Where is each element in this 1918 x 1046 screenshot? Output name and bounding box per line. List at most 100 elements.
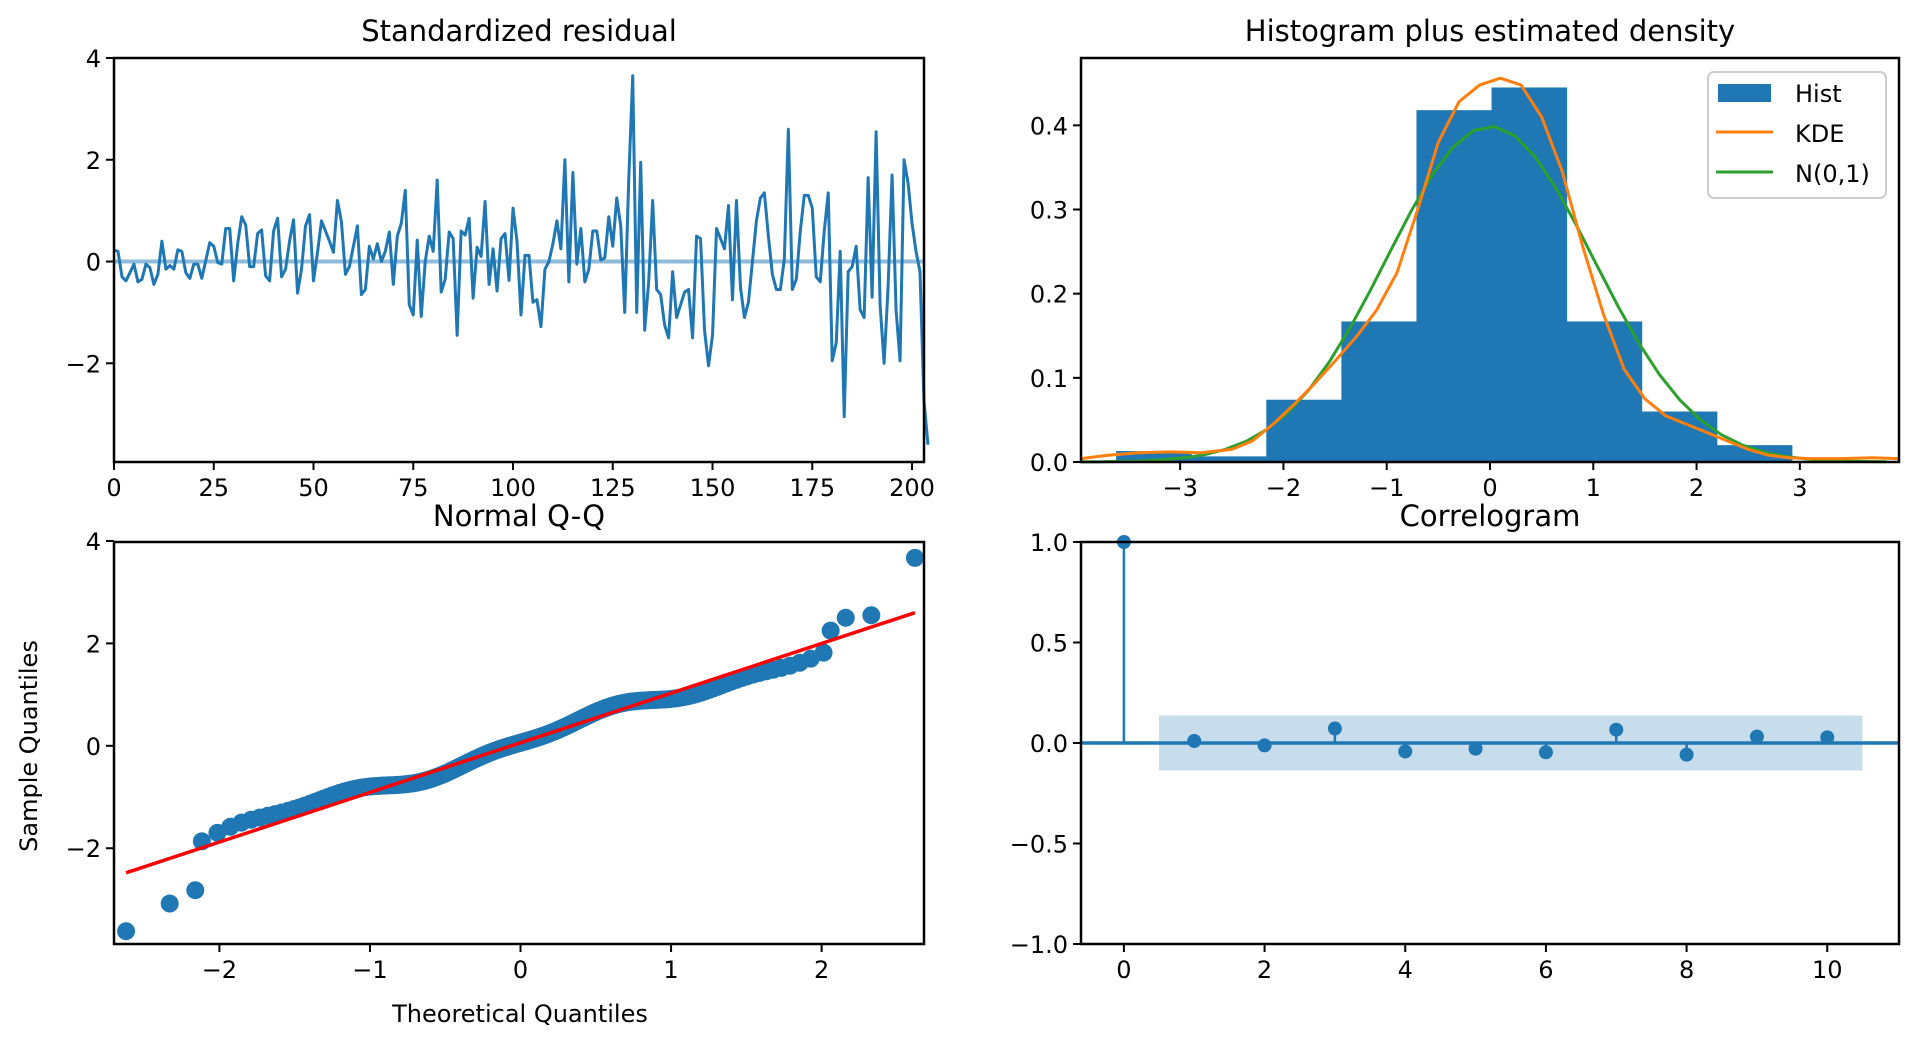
qq-y-ticks: −2 0 2 4 [66,528,114,863]
qq-point [117,922,136,941]
y-tick-label: 0.2 [1030,281,1068,309]
histogram-bar [1641,411,1718,462]
histogram-bar [1191,456,1267,462]
y-tick-label: 0.5 [1030,630,1068,658]
qq-point [160,894,179,913]
qq-panel: Normal Q-Q −2 −1 0 1 2 −2 0 2 4 Theoretical Qua… [15,499,926,1028]
acf-marker [1538,745,1553,760]
x-tick-label: −1 [1369,474,1404,502]
x-tick-label: 100 [490,474,536,502]
acf-marker [1820,730,1835,745]
residual-plot-area [113,74,930,445]
y-tick-label: 0.3 [1030,197,1068,225]
histogram-panel: Histogram plus estimated density −3 −2 −1 0… [1030,14,1901,502]
histogram-title: Histogram plus estimated density [1245,14,1735,48]
x-tick-label: 150 [690,474,736,502]
correlogram-panel: Correlogram 0 2 4 6 8 10 −1.0 −0.5 0.0 0.5 1.0 [1010,499,1901,984]
qq-axes-frame [112,540,926,946]
x-tick-label: 3 [1792,474,1807,502]
x-tick-label: 125 [590,474,636,502]
x-tick-label: 8 [1679,956,1694,984]
residual-x-ticks: 0 25 50 75 100 125 150 175 200 [106,462,935,502]
histogram-bar [1116,451,1192,462]
x-tick-label: 2 [1257,956,1272,984]
acf-marker [1327,721,1342,736]
correlogram-y-ticks: −1.0 −0.5 0.0 0.5 1.0 [1010,529,1081,959]
x-tick-label: 25 [198,474,229,502]
y-tick-label: 0.0 [1030,730,1068,758]
correlogram-axes-frame [1079,540,1901,946]
x-tick-label: 50 [298,474,329,502]
qq-point [862,606,881,625]
x-tick-label: 0 [1116,956,1131,984]
legend-normal-label: N(0,1) [1795,160,1870,188]
qq-reference-line [125,611,916,875]
legend-box [1707,71,1887,199]
residual-title: Standardized residual [361,14,677,48]
y-tick-label: 4 [86,45,101,73]
x-tick-label: 10 [1812,956,1843,984]
y-tick-label: 0.0 [1030,449,1068,477]
x-tick-label: 6 [1538,956,1553,984]
y-tick-label: 2 [86,630,101,658]
qq-title: Normal Q-Q [433,499,605,533]
correlogram-plot-area [1081,535,1899,771]
qq-x-ticks: −2 −1 0 1 2 [202,944,829,984]
acf-marker [1468,741,1483,756]
histogram-bar [1416,110,1493,462]
x-tick-label: −3 [1162,474,1197,502]
qq-y-axis-label: Sample Quantiles [15,640,43,852]
residual-y-ticks: −2 0 2 4 [66,45,114,378]
acf-marker [1609,722,1624,737]
x-tick-label: 200 [889,474,935,502]
correlogram-x-ticks: 0 2 4 6 8 10 [1116,944,1843,984]
y-tick-label: −0.5 [1010,831,1068,859]
legend-hist-swatch [1718,84,1771,102]
x-tick-label: 2 [814,956,829,984]
qq-point [821,621,840,640]
y-tick-label: 0.1 [1030,365,1068,393]
x-tick-label: 4 [1398,956,1413,984]
histogram-bar [1566,321,1643,462]
qq-plot-area [117,548,924,941]
x-tick-label: −2 [1266,474,1301,502]
x-tick-label: −2 [202,956,237,984]
qq-point [814,643,833,662]
acf-marker [1257,738,1272,753]
residual-series-line [113,74,930,445]
residual-axes-frame [112,56,926,464]
y-tick-label: −2 [66,835,101,863]
correlogram-title: Correlogram [1400,499,1581,533]
y-tick-label: 0 [86,733,101,761]
x-tick-label: 0 [1482,474,1497,502]
qq-point [836,608,855,627]
histogram-plot-area [1080,76,1900,464]
histogram-legend: Hist KDE N(0,1) [1707,71,1887,199]
y-tick-label: 1.0 [1030,529,1068,557]
histogram-bar [1341,321,1417,462]
histogram-axes-frame [1079,56,1901,464]
y-tick-label: 0.4 [1030,112,1068,140]
histogram-bar [1266,399,1342,462]
acf-marker [1679,747,1694,762]
x-tick-label: 75 [398,474,429,502]
y-tick-label: −2 [66,350,101,378]
qq-point [905,548,924,567]
histogram-bar [1716,445,1793,462]
qq-x-axis-label: Theoretical Quantiles [391,1000,648,1028]
y-tick-label: 0 [86,249,101,277]
y-tick-label: −1.0 [1010,931,1068,959]
acf-marker [1749,729,1764,744]
x-tick-label: 2 [1689,474,1704,502]
kde-curve [1080,76,1900,461]
legend-kde-label: KDE [1795,120,1844,148]
acf-marker [1398,744,1413,759]
y-tick-label: 4 [86,528,101,556]
y-tick-label: 2 [86,147,101,175]
legend-hist-label: Hist [1795,80,1842,108]
histogram-y-ticks: 0.0 0.1 0.2 0.3 0.4 [1030,112,1081,477]
x-tick-label: 175 [789,474,835,502]
x-tick-label: 0 [513,956,528,984]
